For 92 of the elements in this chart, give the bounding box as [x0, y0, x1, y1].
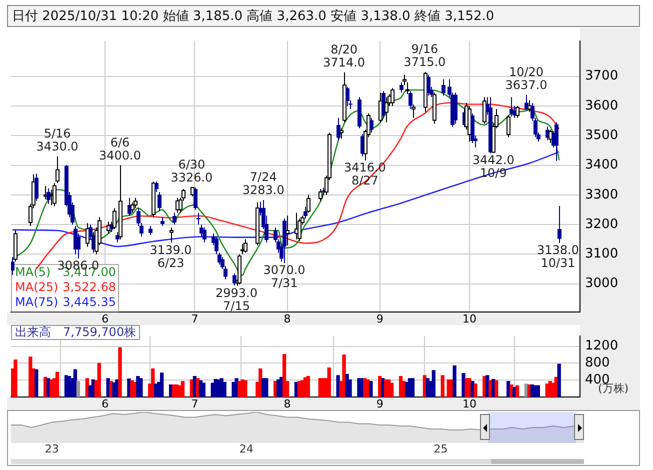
candlestick [76, 232, 80, 259]
bar [342, 354, 346, 397]
candlestick [442, 78, 446, 96]
bar [440, 375, 444, 397]
annotation: 9/16 3715.0 [404, 42, 446, 70]
candlestick [158, 191, 162, 212]
x-tick-label: 8 [284, 397, 291, 410]
bar [494, 380, 498, 397]
bar [202, 382, 206, 397]
candlestick [11, 256, 14, 276]
chart-title: 日付 2025/10/31 10:20 始値 3,185.0 高値 3,263.0 安値 3,138.0 終値 3,152.0 [7, 5, 640, 27]
candlestick [116, 231, 120, 243]
annotation: 6/30 3326.0 [170, 157, 213, 184]
bar [55, 372, 60, 397]
candlestick [408, 90, 412, 110]
bar [432, 370, 436, 397]
candlestick [202, 227, 206, 243]
bar [160, 372, 164, 397]
bar [557, 364, 561, 397]
annotation: 7/24 3283.0 [242, 170, 284, 198]
annotation: 10/20 3637.0 [505, 65, 548, 92]
bar [452, 365, 456, 397]
candlestick [370, 117, 374, 134]
y-tick-label: 3300 [585, 187, 618, 202]
y-tick-label: 3500 [585, 128, 618, 144]
x-tick-label: 24 [239, 442, 254, 456]
x-tick-label: 25 [434, 442, 448, 456]
x-tick-label: 23 [44, 442, 59, 456]
candlestick [554, 122, 558, 162]
bar [306, 376, 310, 397]
bar [369, 381, 373, 397]
bar [34, 369, 38, 397]
chart-title: 出来高 7,759,700株 [11, 325, 140, 340]
bar [222, 382, 226, 397]
bar [244, 380, 248, 397]
series-label: MA(25) [15, 280, 58, 294]
candlestick [400, 82, 404, 94]
y-tick-label: 3200 [585, 216, 618, 232]
y-tick-label: 3100 [585, 246, 618, 262]
candlestick [336, 117, 340, 141]
bar [14, 360, 18, 397]
bar [410, 378, 415, 397]
bar [97, 362, 101, 397]
bar [327, 368, 331, 397]
candlestick [34, 173, 38, 202]
bar [282, 354, 286, 397]
annotation: 5/16 3430.0 [36, 126, 78, 154]
series-label: MA(5) [15, 265, 51, 280]
candlestick [558, 205, 562, 244]
annotation: 3,445.35 [62, 295, 116, 310]
bar [139, 378, 143, 397]
candlestick [172, 212, 176, 226]
candlestick [46, 188, 50, 204]
annotation: 3,522.68 [62, 280, 116, 294]
annotation: 3070.0 7/31 [263, 263, 306, 290]
y-tick-label: 3600 [585, 98, 618, 114]
bar [390, 382, 394, 397]
bar [474, 384, 478, 397]
bar [118, 347, 122, 397]
x-tick-label: 10 [462, 312, 476, 326]
y-tick-label: 800 [585, 356, 610, 371]
annotation: 2993.0 7/15 [216, 286, 258, 314]
annotation: 3138.0 10/31 [537, 243, 580, 270]
bar [515, 385, 520, 397]
annotation: 8/20 3714.0 [323, 42, 366, 70]
bar [336, 375, 340, 397]
candlestick [154, 181, 158, 192]
x-tick-label: 6 [102, 312, 109, 326]
candlestick [232, 272, 236, 286]
x-tick-label: 7 [191, 312, 198, 326]
x-tick-label: 6 [102, 397, 109, 410]
bar [76, 381, 80, 397]
candlestick [214, 236, 218, 255]
text: MA(75) [15, 295, 58, 310]
x-tick-label: 10 [462, 397, 476, 410]
annotation: 3139.0 6/23 [150, 242, 192, 270]
bar [536, 385, 540, 397]
annotation: 6/6 3400.0 [99, 135, 142, 162]
candlestick [346, 86, 350, 107]
candlestick [426, 74, 430, 96]
y-tick-label: 3700 [585, 68, 618, 84]
x-tick-label: 8 [284, 312, 291, 326]
y-tick-label: 3400 [585, 158, 618, 173]
y-tick-label: 1200 [585, 338, 618, 354]
x-tick-label: 9 [376, 397, 384, 410]
candlestick [304, 206, 308, 220]
bar [180, 381, 185, 397]
y-tick-label: 3000 [585, 276, 618, 292]
bar [264, 378, 268, 397]
candlestick [194, 187, 198, 210]
x-tick-label: 7 [191, 397, 198, 410]
x-tick-label: 9 [376, 312, 384, 326]
